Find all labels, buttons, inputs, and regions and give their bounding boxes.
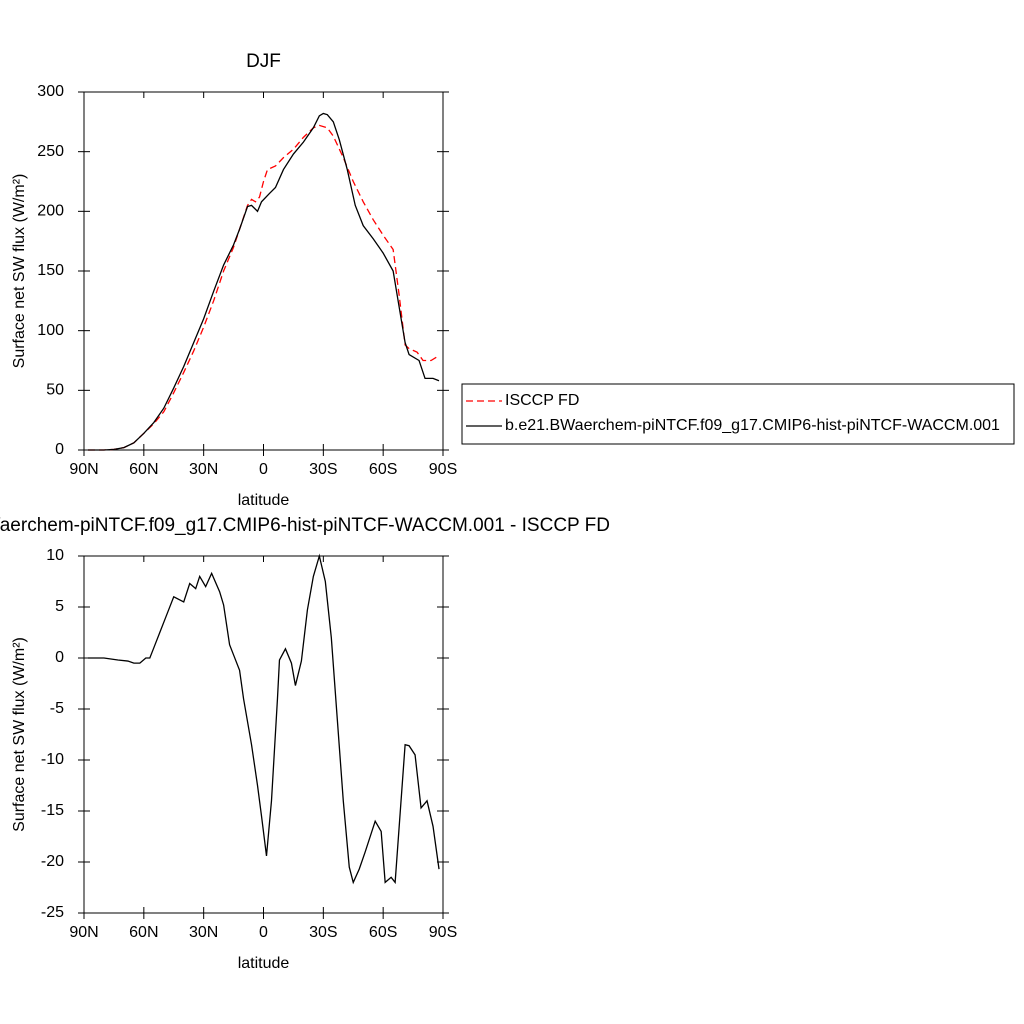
x-tick-label: 90S bbox=[429, 461, 457, 478]
y-tick-label: 300 bbox=[37, 83, 64, 100]
x-tick-label: 90N bbox=[69, 924, 98, 941]
data-line bbox=[87, 124, 440, 451]
x-tick-label: 0 bbox=[259, 461, 268, 478]
x-tick-label: 30S bbox=[309, 924, 337, 941]
x-tick-label: 0 bbox=[259, 924, 268, 941]
y-tick-label: -10 bbox=[41, 751, 64, 768]
x-axis-label: latitude bbox=[238, 955, 290, 972]
legend-label: ISCCP FD bbox=[505, 392, 579, 409]
y-tick-label: -5 bbox=[50, 700, 64, 717]
y-tick-label: -25 bbox=[41, 904, 64, 921]
y-tick-label: 100 bbox=[37, 322, 64, 339]
x-tick-label: 90S bbox=[429, 924, 457, 941]
x-tick-label: 90N bbox=[69, 461, 98, 478]
y-axis-label: Surface net SW flux (W/m²) bbox=[11, 174, 28, 369]
y-tick-label: 0 bbox=[55, 441, 64, 458]
x-tick-label: 30N bbox=[189, 924, 218, 941]
y-tick-label: 50 bbox=[46, 382, 64, 399]
y-tick-label: 200 bbox=[37, 203, 64, 220]
y-tick-label: 5 bbox=[55, 598, 64, 615]
y-tick-label: 10 bbox=[46, 547, 64, 564]
legend-box bbox=[461, 383, 1015, 445]
y-axis-label: Surface net SW flux (W/m²) bbox=[11, 637, 28, 832]
x-axis-label: latitude bbox=[238, 492, 290, 509]
y-tick-label: 0 bbox=[55, 649, 64, 666]
data-line bbox=[87, 112, 440, 451]
chart-title: b.e21.BWaerchem-piNTCF.f09_g17.CMIP6-his… bbox=[0, 515, 610, 536]
legend-label: b.e21.BWaerchem-piNTCF.f09_g17.CMIP6-his… bbox=[505, 417, 1000, 434]
x-tick-label: 30N bbox=[189, 461, 218, 478]
y-tick-label: -20 bbox=[41, 853, 64, 870]
x-tick-label: 60N bbox=[129, 461, 158, 478]
legend: ISCCP FD b.e21.BWaerchem-piNTCF.f09_g17.C… bbox=[461, 383, 1015, 445]
y-tick-label: 250 bbox=[37, 143, 64, 160]
plot-frame bbox=[83, 555, 444, 914]
y-tick-label: -15 bbox=[41, 802, 64, 819]
x-tick-label: 60S bbox=[369, 461, 397, 478]
y-tick-label: 150 bbox=[37, 262, 64, 279]
data-line bbox=[87, 553, 440, 885]
x-tick-label: 60S bbox=[369, 924, 397, 941]
x-tick-label: 60N bbox=[129, 924, 158, 941]
plot-frame bbox=[83, 91, 444, 451]
x-tick-label: 30S bbox=[309, 461, 337, 478]
chart-title: DJF bbox=[246, 51, 281, 72]
